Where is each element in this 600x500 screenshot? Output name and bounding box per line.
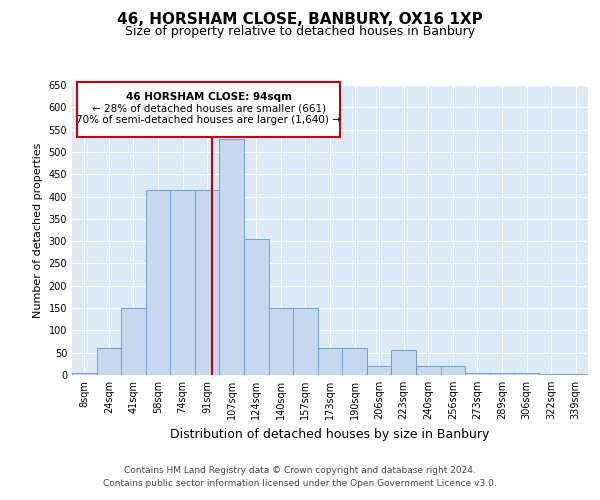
Bar — [416, 366, 440, 375]
Text: Contains HM Land Registry data © Crown copyright and database right 2024.
Contai: Contains HM Land Registry data © Crown c… — [103, 466, 497, 487]
Bar — [318, 348, 342, 375]
Bar — [195, 190, 220, 375]
Bar — [269, 308, 293, 375]
Y-axis label: Number of detached properties: Number of detached properties — [33, 142, 43, 318]
Text: ← 28% of detached houses are smaller (661): ← 28% of detached houses are smaller (66… — [92, 104, 326, 114]
Bar — [539, 374, 563, 375]
Text: 70% of semi-detached houses are larger (1,640) →: 70% of semi-detached houses are larger (… — [76, 116, 341, 126]
Bar — [121, 308, 146, 375]
Bar — [220, 138, 244, 375]
Bar — [440, 366, 465, 375]
Bar — [170, 190, 195, 375]
FancyBboxPatch shape — [77, 82, 340, 137]
Bar — [367, 366, 391, 375]
Bar — [72, 373, 97, 375]
Text: 46 HORSHAM CLOSE: 94sqm: 46 HORSHAM CLOSE: 94sqm — [126, 92, 292, 102]
Bar — [490, 373, 514, 375]
Bar — [146, 190, 170, 375]
Bar — [97, 348, 121, 375]
Bar — [563, 374, 588, 375]
Text: 46, HORSHAM CLOSE, BANBURY, OX16 1XP: 46, HORSHAM CLOSE, BANBURY, OX16 1XP — [117, 12, 483, 28]
X-axis label: Distribution of detached houses by size in Banbury: Distribution of detached houses by size … — [170, 428, 490, 440]
Bar — [465, 373, 490, 375]
Bar — [342, 348, 367, 375]
Bar — [514, 373, 539, 375]
Bar — [244, 239, 269, 375]
Bar — [293, 308, 318, 375]
Text: Size of property relative to detached houses in Banbury: Size of property relative to detached ho… — [125, 25, 475, 38]
Bar — [391, 350, 416, 375]
